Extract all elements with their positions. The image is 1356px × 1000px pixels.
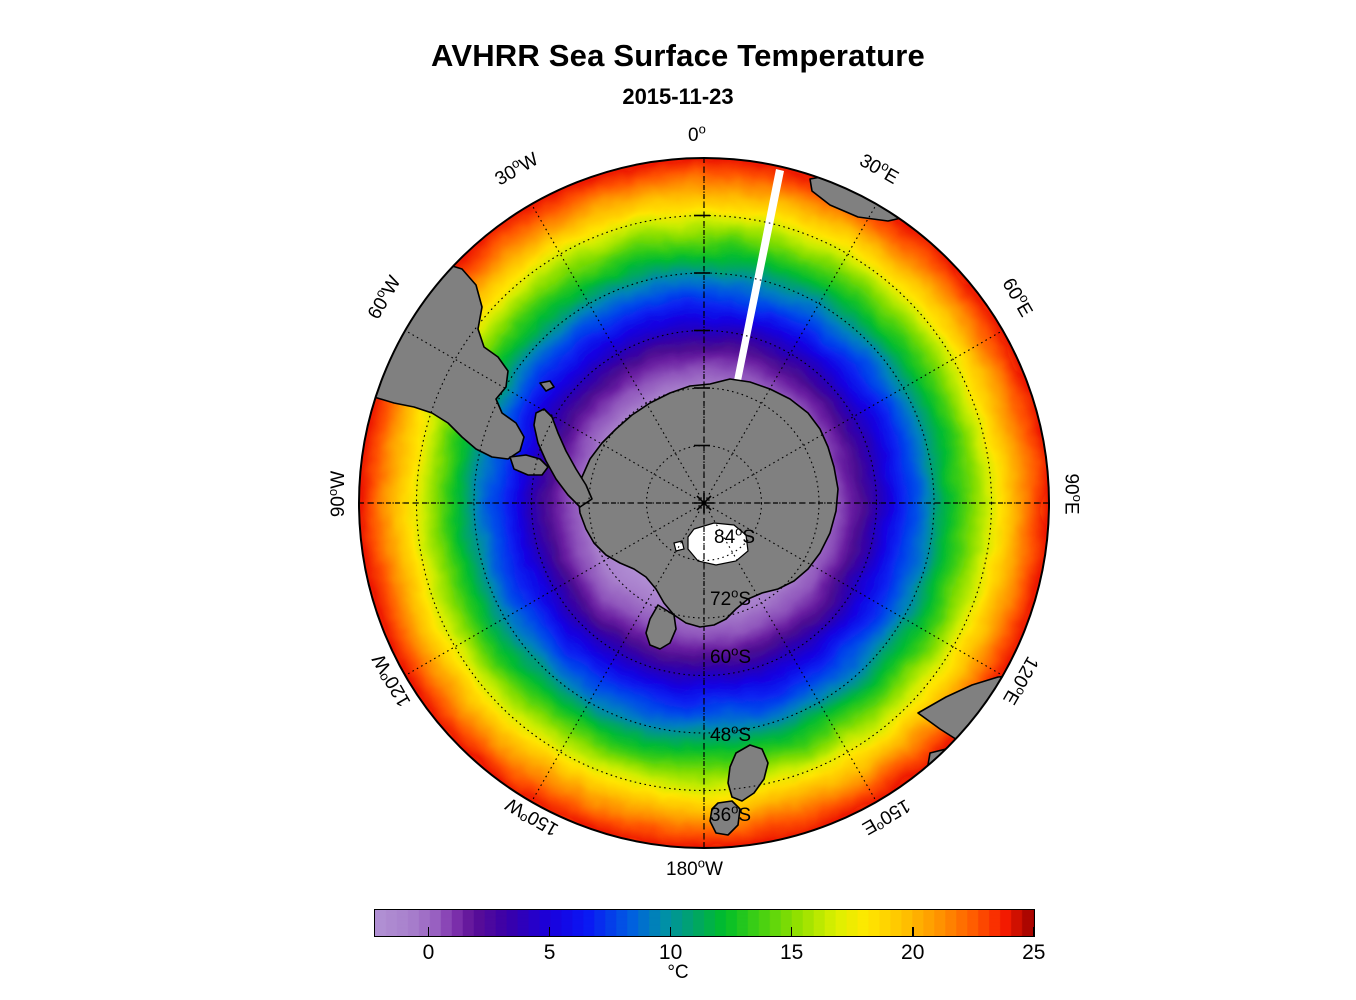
map-boundary-circle (358, 157, 1050, 849)
colorbar-canvas (375, 910, 1034, 936)
colorbar-tick-label-10: 10 (658, 941, 683, 964)
page-title: AVHRR Sea Surface Temperature (431, 38, 925, 73)
colorbar-unit-label: °C (667, 962, 689, 983)
colorbar-tick-0 (427, 927, 430, 937)
tierra-del-fuego (509, 454, 549, 476)
south-pole-marker (694, 493, 714, 513)
page-subtitle: 2015-11-23 (622, 84, 734, 109)
new-zealand-north-island (709, 800, 741, 836)
antarctica-coast-detail (645, 604, 677, 650)
colorbar-tick-label-25: 25 (1022, 941, 1046, 964)
colorbar-tick-20 (911, 927, 914, 937)
map-svg (358, 157, 1050, 849)
colorbar-tick-label-15: 15 (779, 941, 804, 964)
ice-shelf-small (673, 540, 685, 552)
colorbar-tick-10 (669, 927, 672, 937)
colorbar-tick-5 (548, 927, 551, 937)
lon-label-0: 0o (688, 121, 706, 146)
ross-ice-shelf (687, 522, 749, 566)
colorbar-tick-label-0: 0 (422, 941, 435, 964)
lon-label-90e: 90oE (1060, 473, 1085, 515)
lat-label-36s: 36oS (710, 801, 752, 826)
polar-map[interactable]: 0o 30oE 60oE 90oE 120oE 150oE 180oW 150o… (325, 123, 1085, 880)
colorbar-tick-15 (790, 927, 793, 937)
sst-field (359, 158, 1049, 848)
colorbar-gradient (374, 909, 1035, 937)
latitude-ticks (694, 214, 710, 447)
lat-label-84s: 84oS (714, 523, 756, 548)
south-georgia-island (539, 380, 555, 392)
new-zealand-south-island (727, 744, 769, 802)
lat-label-60s: 60oS (710, 643, 752, 668)
lon-label-90w: 90oW (324, 470, 350, 518)
antarctic-peninsula (533, 408, 593, 508)
ice-shelf-nodata (673, 522, 749, 566)
colorbar-tick-25 (1032, 927, 1035, 937)
colorbar-tick-label-20: 20 (901, 941, 925, 964)
lon-label-180w: 180oW (666, 855, 723, 880)
lat-label-48s: 48oS (710, 721, 752, 746)
colorbar-tick-label-5: 5 (543, 941, 556, 964)
lat-label-72s: 72oS (710, 585, 752, 610)
colorbar[interactable] (374, 909, 1035, 937)
